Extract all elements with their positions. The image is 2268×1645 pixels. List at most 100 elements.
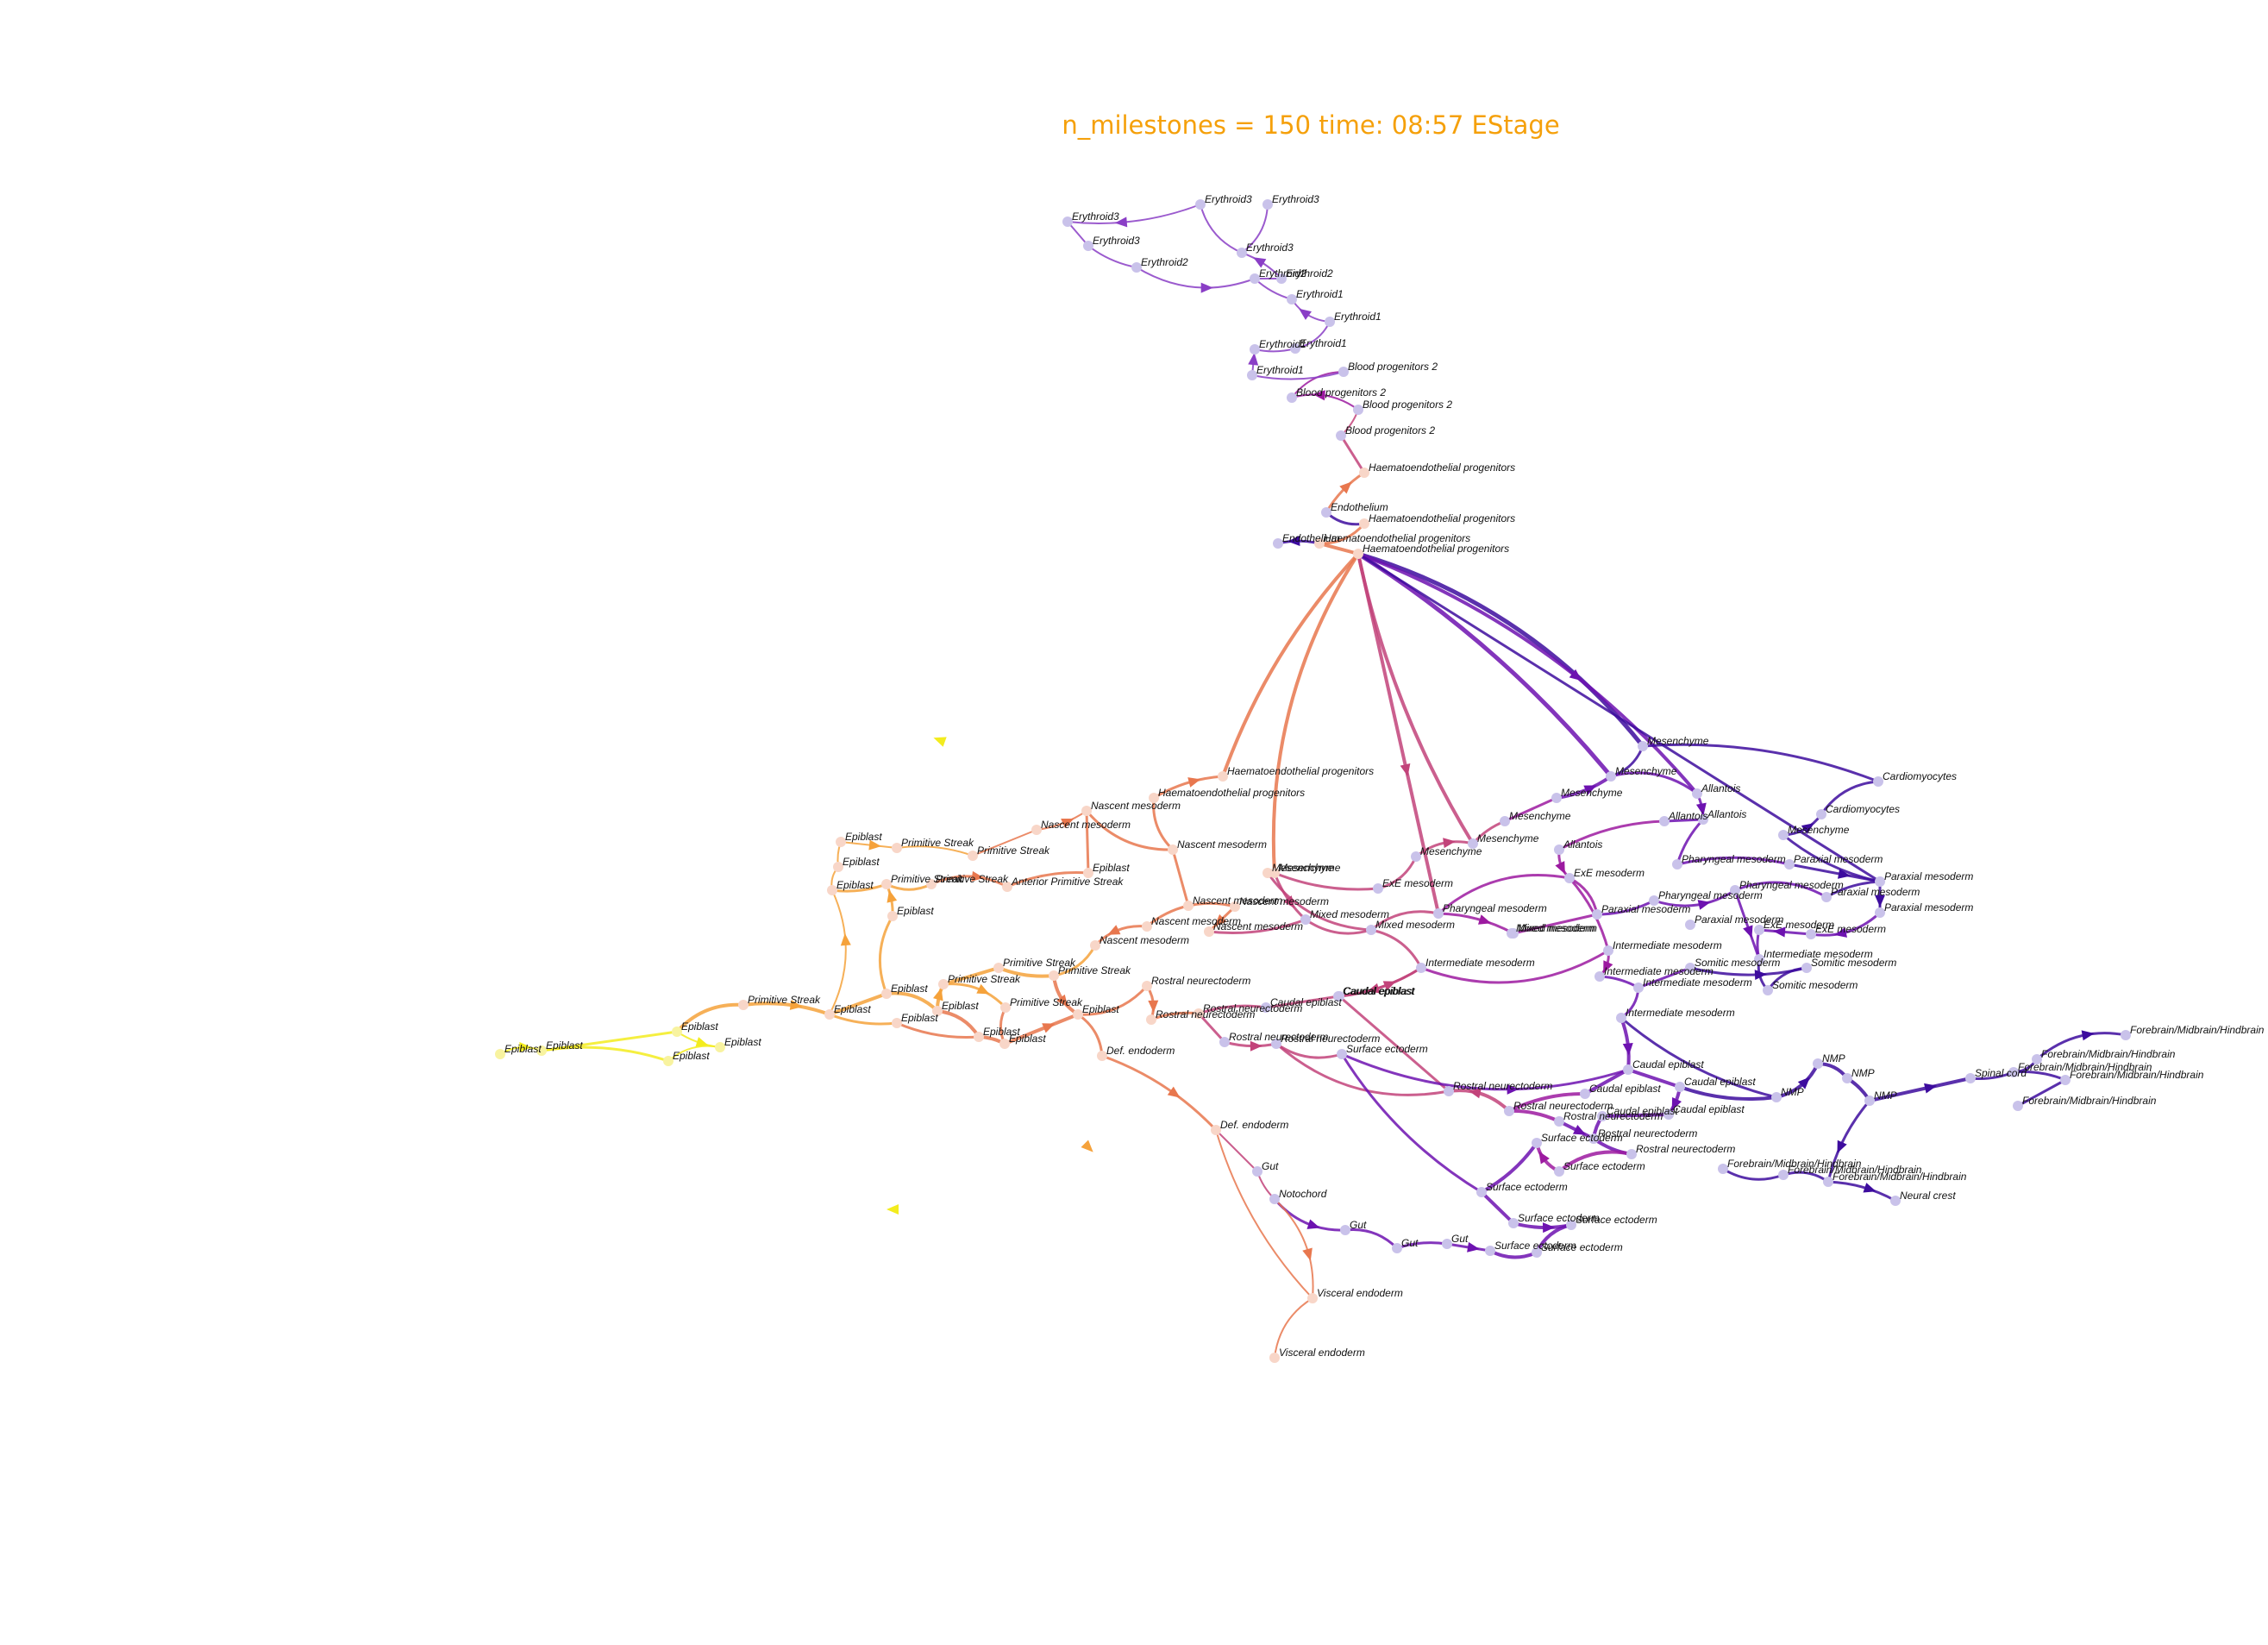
milestone-node — [1194, 1008, 1204, 1019]
milestone-node — [1842, 1073, 1852, 1083]
milestone-label: Mesenchyme — [1561, 787, 1623, 799]
milestone-node — [1336, 430, 1346, 441]
milestone-label: Nascent mesoderm — [1213, 920, 1303, 932]
edge-de2-gut1 — [1215, 1129, 1258, 1172]
arrow-e1-e2 — [519, 1041, 532, 1052]
milestone-node — [1411, 851, 1421, 862]
milestone-label: Endothelium — [1282, 532, 1340, 544]
milestone-label: Nascent mesoderm — [1193, 895, 1282, 907]
edge-ps5-aps — [930, 875, 1009, 888]
milestone-node — [1073, 1009, 1083, 1020]
milestone-label: Erythroid2 — [1141, 256, 1188, 268]
milestone-node — [1271, 1039, 1281, 1049]
milestone-label: Def. endoderm — [1220, 1119, 1288, 1131]
milestone-node — [1338, 367, 1349, 377]
edge-al2-al4 — [1557, 819, 1666, 851]
arrow-al1-al3 — [1695, 802, 1707, 816]
milestone-label: NMP — [1874, 1089, 1897, 1102]
milestone-label: ExE mesoderm — [1764, 919, 1834, 931]
milestone-label: Allantois — [1707, 808, 1746, 820]
milestone-label: Somitic mesoderm — [1695, 957, 1780, 969]
milestone-label: Erythroid1 — [1296, 288, 1344, 300]
arrow-pm1-mm3 — [1477, 914, 1492, 925]
milestone-node — [1252, 1166, 1262, 1177]
edge-ce1-ce2 — [1264, 995, 1340, 1009]
milestone-node — [1142, 921, 1152, 932]
milestone-label: Paraxial mesoderm — [1601, 903, 1690, 915]
milestone-label: Erythroid1 — [1300, 337, 1347, 349]
milestone-label: Primitive Streak — [977, 844, 1050, 857]
milestone-label: Epiblast — [1009, 1033, 1046, 1045]
milestone-node — [1698, 814, 1708, 825]
milestone-label: Forebrain/Midbrain/Hindbrain — [2130, 1024, 2265, 1036]
edge-card1-card2 — [1820, 780, 1880, 816]
milestone-node — [1340, 1225, 1350, 1235]
milestone-node — [495, 1049, 505, 1059]
milestone-label: Spinal cord — [1975, 1067, 2027, 1079]
arrow-nm5-nm6 — [1107, 925, 1121, 935]
edge-mes2-mes3 — [1414, 840, 1475, 858]
edge-e16-e17 — [1003, 1013, 1080, 1045]
milestone-label: Forebrain/Midbrain/Hindbrain — [1727, 1158, 1862, 1170]
arrow-ps7-e17 — [1056, 994, 1068, 1008]
arrow-nm2-nm1 — [1061, 818, 1074, 829]
edge-bp3-bp4 — [1291, 371, 1344, 399]
arrow-de1-de2 — [1167, 1086, 1181, 1098]
milestone-label: Forebrain/Midbrain/Hindbrain — [1833, 1171, 1967, 1183]
milestone-label: Forebrain/Midbrain/Hindbrain — [2018, 1061, 2152, 1073]
milestone-node — [1262, 868, 1273, 878]
milestone-node — [1433, 908, 1444, 919]
milestone-node — [1623, 1064, 1633, 1075]
milestone-label: Intermediate mesoderm — [1613, 939, 1722, 951]
arrow-mes5-mes6 — [1583, 785, 1597, 795]
milestone-label: Gut — [1350, 1219, 1367, 1231]
milestone-label: Notochord — [1279, 1188, 1327, 1200]
milestone-node — [1873, 776, 1883, 787]
edge-ery10-ery8 — [1087, 245, 1137, 268]
milestone-node — [1416, 963, 1426, 973]
milestone-label: Rostral neurectoderm — [1453, 1080, 1552, 1092]
edge-im3-im4 — [1598, 975, 1640, 989]
milestone-label: Erythroid3 — [1205, 193, 1252, 205]
arrow-e7-ps2 — [868, 839, 881, 851]
milestone-node — [1273, 538, 1283, 549]
milestone-label: Forebrain/Midbrain/Hindbrain — [2041, 1048, 2176, 1060]
edge-im1-ce3 — [1338, 966, 1423, 998]
milestone-node — [1002, 882, 1012, 892]
edge-pax3-pax4 — [1825, 880, 1882, 899]
milestone-label: Visceral endoderm — [1317, 1287, 1403, 1299]
milestone-node — [1250, 344, 1260, 355]
edge-e6-e12 — [828, 992, 888, 1016]
arrow-mes2-mes3 — [1443, 838, 1456, 849]
arrow-endo1-hep3 — [1339, 481, 1352, 494]
arrow-nm7-nm8 — [1214, 914, 1227, 926]
milestone-label: Epiblast — [942, 1000, 979, 1012]
milestone-node — [1353, 549, 1363, 559]
milestone-label: Epiblast — [673, 1050, 710, 1062]
milestone-label: Paraxial mesoderm — [1884, 901, 1973, 914]
edge-ery5-ery6 — [1254, 278, 1293, 300]
milestone-node — [1778, 830, 1789, 840]
edge-mes7-card2 — [1641, 743, 1880, 783]
milestone-node — [1062, 217, 1073, 227]
arrow-e3-e4 — [695, 1037, 709, 1047]
milestone-label: Rostral neurectoderm — [1156, 1008, 1255, 1020]
arrow-ce2-im1 — [1382, 981, 1396, 991]
milestone-node — [1247, 370, 1257, 380]
arrow-pm3-pm4 — [1697, 900, 1711, 910]
milestone-label: Mesenchyme — [1647, 735, 1709, 747]
arrow-not1-gut2 — [1306, 1219, 1320, 1229]
milestone-label: Haematoendothelial progenitors — [1158, 787, 1305, 799]
milestone-node — [1638, 741, 1648, 751]
milestone-label: Rostral neurectoderm — [1598, 1127, 1697, 1140]
arrow-ery1-ery2 — [1248, 353, 1259, 366]
arrow-hep5-endo2 — [1287, 535, 1300, 546]
milestone-label: ExE mesoderm — [1815, 923, 1886, 935]
milestone-label: Epiblast — [724, 1036, 761, 1048]
milestone-label: Epiblast — [897, 905, 934, 917]
milestone-label: Intermediate mesoderm — [1604, 965, 1714, 977]
milestone-label: Pharyngeal mesoderm — [1682, 853, 1786, 865]
milestone-node — [1287, 392, 1297, 403]
edge-ps4-nm2 — [972, 829, 1037, 857]
